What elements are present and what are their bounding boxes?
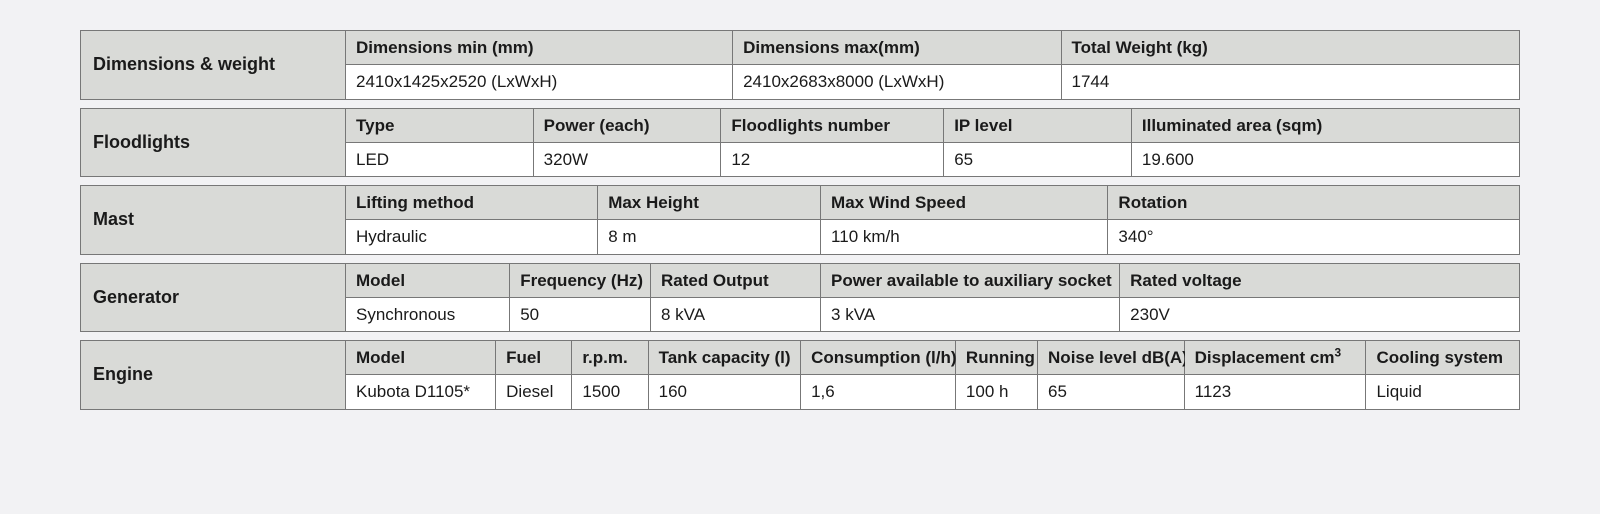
value-cell: Kubota D1105* bbox=[346, 375, 496, 408]
header-cell: Consumption (l/h) bbox=[801, 341, 956, 374]
header-cell: Dimensions min (mm) bbox=[346, 31, 733, 64]
header-row: Dimensions min (mm)Dimensions max(mm)Tot… bbox=[346, 31, 1519, 64]
value-cell: 110 km/h bbox=[821, 220, 1108, 253]
rows-floodlights: TypePower (each)Floodlights numberIP lev… bbox=[346, 109, 1519, 177]
section-label-generator: Generator bbox=[81, 264, 346, 332]
section-label-mast: Mast bbox=[81, 186, 346, 254]
header-cell: Tank capacity (l) bbox=[649, 341, 801, 374]
value-cell: Synchronous bbox=[346, 298, 510, 331]
rows-mast: Lifting methodMax HeightMax Wind SpeedRo… bbox=[346, 186, 1519, 254]
header-cell: Power available to auxiliary socket bbox=[821, 264, 1120, 297]
header-cell: Illuminated area (sqm) bbox=[1132, 109, 1519, 142]
rows-generator: ModelFrequency (Hz)Rated OutputPower ava… bbox=[346, 264, 1519, 332]
section-label-floodlights: Floodlights bbox=[81, 109, 346, 177]
section-mast: MastLifting methodMax HeightMax Wind Spe… bbox=[80, 185, 1520, 255]
value-cell: 1500 bbox=[572, 375, 648, 408]
header-cell: Rated voltage bbox=[1120, 264, 1519, 297]
value-cell: 8 m bbox=[598, 220, 821, 253]
value-cell: 12 bbox=[721, 143, 944, 176]
value-cell: 1,6 bbox=[801, 375, 956, 408]
header-cell: Dimensions max(mm) bbox=[733, 31, 1061, 64]
value-cell: 2410x1425x2520 (LxWxH) bbox=[346, 65, 733, 98]
header-cell: Type bbox=[346, 109, 534, 142]
header-cell: Frequency (Hz) bbox=[510, 264, 651, 297]
spec-tables: Dimensions & weightDimensions min (mm)Di… bbox=[80, 30, 1520, 410]
value-row: 2410x1425x2520 (LxWxH)2410x2683x8000 (Lx… bbox=[346, 64, 1519, 98]
value-cell: Diesel bbox=[496, 375, 572, 408]
value-cell: 2410x2683x8000 (LxWxH) bbox=[733, 65, 1061, 98]
value-cell: 8 kVA bbox=[651, 298, 821, 331]
rows-dimensions: Dimensions min (mm)Dimensions max(mm)Tot… bbox=[346, 31, 1519, 99]
header-row: ModelFuelr.p.m.Tank capacity (l)Consumpt… bbox=[346, 341, 1519, 374]
value-cell: 320W bbox=[534, 143, 722, 176]
value-cell: 160 bbox=[649, 375, 801, 408]
value-cell: 65 bbox=[944, 143, 1132, 176]
header-cell: Max Wind Speed bbox=[821, 186, 1108, 219]
value-cell: LED bbox=[346, 143, 534, 176]
header-cell: Floodlights number bbox=[721, 109, 944, 142]
header-cell: Model bbox=[346, 341, 496, 374]
header-cell: Lifting method bbox=[346, 186, 598, 219]
header-cell: IP level bbox=[944, 109, 1132, 142]
value-cell: 1744 bbox=[1062, 65, 1519, 98]
value-row: LED320W126519.600 bbox=[346, 142, 1519, 176]
value-cell: 1123 bbox=[1185, 375, 1367, 408]
header-cell: Fuel bbox=[496, 341, 572, 374]
header-cell: Rotation bbox=[1108, 186, 1519, 219]
header-cell: Noise level dB(A) at 7m bbox=[1038, 341, 1185, 374]
header-cell: r.p.m. bbox=[572, 341, 648, 374]
section-floodlights: FloodlightsTypePower (each)Floodlights n… bbox=[80, 108, 1520, 178]
section-label-engine: Engine bbox=[81, 341, 346, 409]
value-cell: Hydraulic bbox=[346, 220, 598, 253]
value-cell: 3 kVA bbox=[821, 298, 1120, 331]
rows-engine: ModelFuelr.p.m.Tank capacity (l)Consumpt… bbox=[346, 341, 1519, 409]
value-cell: 50 bbox=[510, 298, 651, 331]
value-cell: 65 bbox=[1038, 375, 1185, 408]
section-label-dimensions: Dimensions & weight bbox=[81, 31, 346, 99]
value-row: Kubota D1105*Diesel15001601,6100 h651123… bbox=[346, 374, 1519, 408]
header-cell: Total Weight (kg) bbox=[1062, 31, 1519, 64]
header-row: Lifting methodMax HeightMax Wind SpeedRo… bbox=[346, 186, 1519, 219]
value-cell: 340° bbox=[1108, 220, 1519, 253]
section-engine: EngineModelFuelr.p.m.Tank capacity (l)Co… bbox=[80, 340, 1520, 410]
header-cell: Max Height bbox=[598, 186, 821, 219]
header-cell: Running time bbox=[956, 341, 1038, 374]
value-cell: 230V bbox=[1120, 298, 1519, 331]
section-dimensions: Dimensions & weightDimensions min (mm)Di… bbox=[80, 30, 1520, 100]
header-row: TypePower (each)Floodlights numberIP lev… bbox=[346, 109, 1519, 142]
header-cell: Power (each) bbox=[534, 109, 722, 142]
value-row: Hydraulic8 m110 km/h340° bbox=[346, 219, 1519, 253]
header-cell: Model bbox=[346, 264, 510, 297]
value-cell: 19.600 bbox=[1132, 143, 1519, 176]
value-row: Synchronous508 kVA3 kVA 230V bbox=[346, 297, 1519, 331]
value-cell: Liquid bbox=[1366, 375, 1518, 408]
header-row: ModelFrequency (Hz)Rated OutputPower ava… bbox=[346, 264, 1519, 297]
header-cell: Rated Output bbox=[651, 264, 821, 297]
header-cell: Displacement cm3 bbox=[1185, 341, 1367, 374]
section-generator: GeneratorModelFrequency (Hz)Rated Output… bbox=[80, 263, 1520, 333]
header-cell: Cooling system bbox=[1366, 341, 1518, 374]
value-cell: 100 h bbox=[956, 375, 1038, 408]
